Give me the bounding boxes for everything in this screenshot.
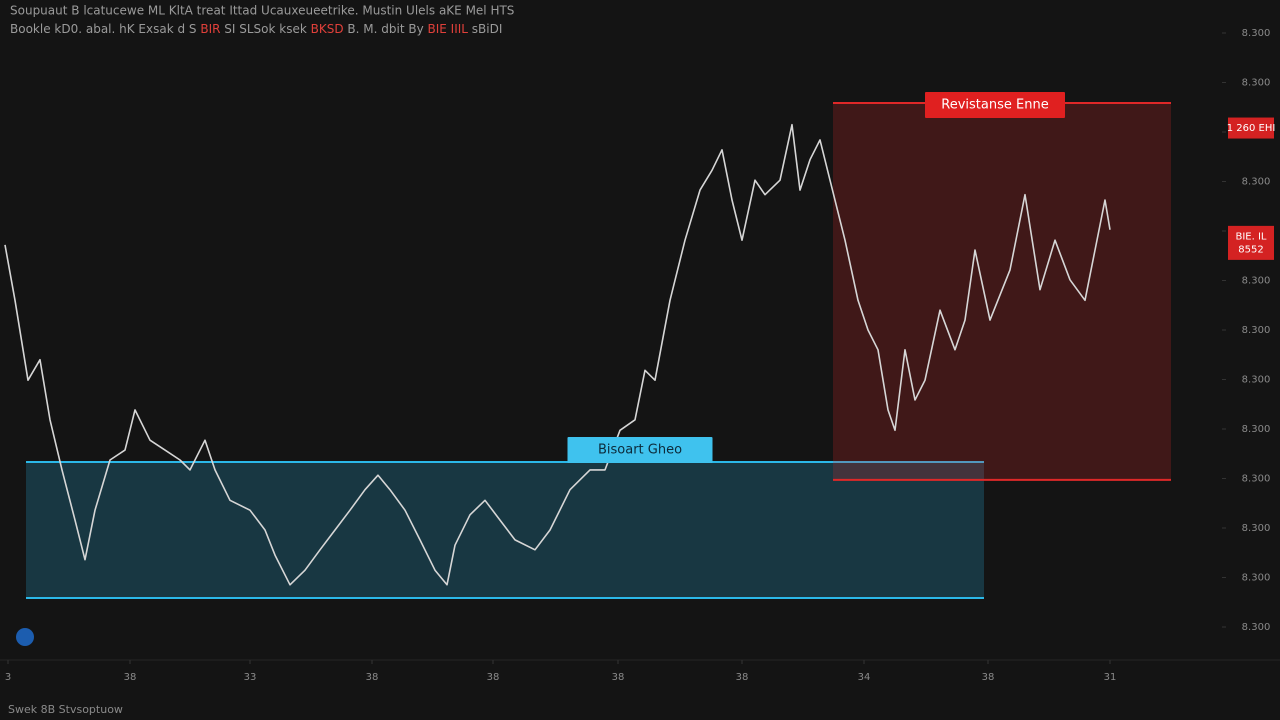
price-tag-label: 8552	[1238, 244, 1263, 255]
header-part: SI SLSok ksek	[220, 22, 310, 36]
price-tag	[1228, 225, 1274, 260]
zone-label-box	[567, 437, 713, 463]
zone	[26, 462, 984, 598]
x-tick-label: 33	[244, 672, 257, 683]
price-tag	[1228, 117, 1274, 139]
x-tick-label: 38	[124, 672, 137, 683]
y-tick-label: 8.300	[1242, 573, 1271, 584]
y-tick-label: 8.300	[1242, 474, 1271, 485]
y-tick-label: 8.300	[1242, 276, 1271, 287]
x-tick-label: 3	[5, 672, 11, 683]
y-tick-label: 8.300	[1242, 177, 1271, 188]
x-tick-label: 38	[612, 672, 625, 683]
y-tick-label: 8.300	[1242, 622, 1271, 633]
header-part: BIE IIIL	[428, 22, 469, 36]
y-tick-label: 8.300	[1242, 424, 1271, 435]
x-tick-label: 38	[366, 672, 379, 683]
price-line	[4, 123, 1111, 586]
header-line: Soupuaut B lcatucewe ML KltA treat Ittad…	[10, 4, 514, 18]
price-tag-label: 1 260 EHI	[1227, 123, 1276, 134]
x-tick-label: 38	[487, 672, 500, 683]
zone-label-box	[925, 91, 1065, 118]
x-tick-label: 38	[982, 672, 995, 683]
footer-text: Swek 8B Stvsoptuow	[8, 703, 123, 716]
header-part: BKSD	[311, 22, 344, 36]
price-tag-label: BIE. IL	[1235, 231, 1266, 242]
zone-label: Revistanse Enne	[941, 97, 1048, 112]
header-part: B. M. dbit By	[344, 22, 428, 36]
logo-icon[interactable]	[16, 628, 34, 646]
header-part: BIR	[200, 22, 220, 36]
x-tick-label: 38	[736, 672, 749, 683]
y-tick-label: 8.300	[1242, 375, 1271, 386]
y-tick-label: 8.300	[1242, 325, 1271, 336]
header-part: sBiDI	[468, 22, 502, 36]
zone-label: Bisoart Gheo	[598, 443, 682, 458]
header-part: Bookle kD0. abal. hK Exsak d S	[10, 22, 200, 36]
y-tick-label: 8.300	[1242, 28, 1271, 39]
x-tick-label: 34	[858, 672, 871, 683]
header-line: Bookle kD0. abal. hK Exsak d S BIR SI SL…	[10, 22, 502, 36]
y-tick-label: 8.300	[1242, 523, 1271, 534]
x-tick-label: 31	[1104, 672, 1117, 683]
y-tick-label: 8.300	[1242, 78, 1271, 89]
